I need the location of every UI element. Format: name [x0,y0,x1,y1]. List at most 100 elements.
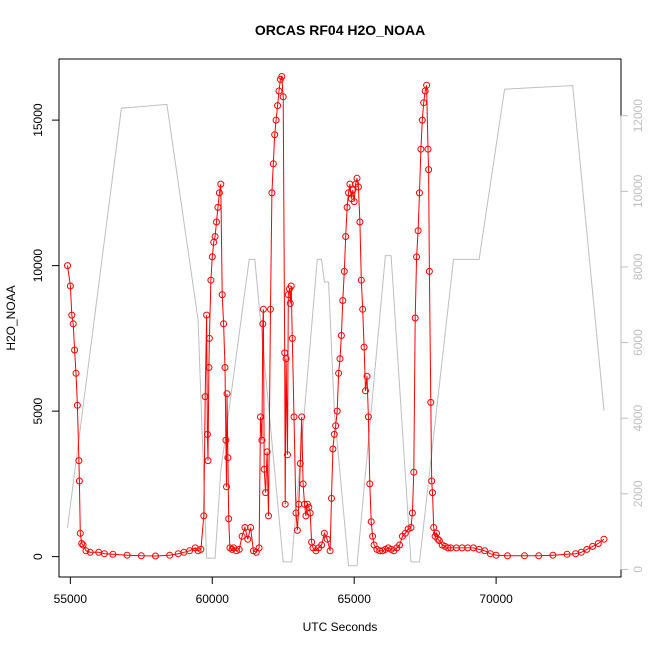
x-tick-label: 70000 [479,592,513,606]
h2o-data-point [306,509,314,517]
h2o-data-point [356,218,364,226]
h2o-data-point [411,314,419,322]
x-tick-label: 65000 [338,592,372,606]
h2o-data-point [64,262,71,270]
y-tick-label: 5000 [31,397,45,424]
h2o-data-point [414,227,422,235]
h2o-data-point [369,532,377,540]
h2o-data-point [76,529,84,537]
h2o-data-point [417,145,425,153]
h2o-data-point [427,398,435,406]
h2o-data-point [260,465,268,473]
y-tick-label: 0 [31,553,45,560]
h2o-data-point [259,320,267,328]
h2o-data-point [205,334,213,342]
h2o-data-point [600,535,608,543]
h2o-data-point [79,541,87,549]
h2o-data-point [275,87,283,95]
altitude-series-line [67,84,605,567]
h2o-data-point [69,320,77,328]
h2o-data-point [353,174,361,182]
h2o-data-point [424,145,432,153]
h2o-data-point [296,460,304,467]
h2o-data-point [367,518,375,526]
h2o-data-point [425,267,433,275]
h2o-data-point [272,116,280,124]
y-tick-label: 15000 [31,103,45,137]
h2o-series-line [67,74,605,557]
h2o-data-point [594,540,602,547]
h2o-data-point [332,422,340,430]
h2o-data-point [217,180,225,188]
h2o-data-point [247,524,255,531]
h2o-data-point [284,451,291,459]
h2o-data-point [329,445,337,453]
chart-title: ORCAS RF04 H2O_NOAA [255,22,425,38]
h2o-data-point [228,545,236,553]
h2o-data-point [492,551,500,559]
h2o-data-point [407,524,415,531]
y2-tick-label: 10000 [631,174,645,208]
h2o-data-point [221,364,229,371]
h2o-data-point [214,203,222,211]
h2o-data-point [166,551,174,559]
h2o-data-point [73,401,81,409]
h2o-data-point [292,509,300,517]
h2o-data-point [152,552,159,560]
h2o-data-point [290,413,298,421]
h2o-data-point [203,311,211,319]
h2o-data-point [75,477,83,485]
h2o-data-point [215,189,223,197]
h2o-data-point [123,551,131,559]
h2o-data-point [293,526,301,534]
h2o-data-point [413,253,421,261]
right-y-axis: 0 2000 4000 6000 8000 10000 12000 [620,99,645,573]
series-layer [64,73,608,567]
h2o-data-point [269,160,277,168]
h2o-data-point [362,387,369,395]
h2o-data-point [418,116,426,124]
h2o-data-point [328,494,335,502]
h2o-data-point [82,547,90,555]
h2o-data-point [208,253,216,261]
h2o-data-point [299,480,307,488]
h2o-data-point [504,552,511,560]
h2o-data-point [350,198,358,206]
h2o-data-point [396,541,404,549]
h2o-data-point [271,131,279,139]
h2o-data-point [535,552,543,560]
h2o-data-point [335,369,343,377]
h2o-data-point [278,73,286,80]
h2o-data-point [408,509,416,517]
y2-tick-label: 12000 [631,99,645,133]
h2o-data-point [339,297,347,304]
h2o-data-point [205,364,213,371]
h2o-data-point [279,93,287,101]
h2o-data-point [203,430,211,438]
h2o-data-point [197,545,205,553]
h2o-data-point [364,413,372,421]
h2o-data-point [211,233,219,240]
h2o-data-point [577,548,585,556]
h2o-data-point [589,542,597,550]
h2o-data-point [342,233,350,240]
h2o-data-point [262,489,270,497]
h2o-data-point [318,541,326,549]
h2o-data-point [220,320,228,328]
h2o-data-point [320,529,328,537]
h2o-data-point [349,186,357,194]
y2-tick-label: 4000 [631,405,645,432]
h2o-data-point [258,436,266,444]
h2o-data-point [354,183,362,191]
h2o-data-point [326,547,334,555]
h2o-data-point [359,305,367,313]
h2o-data-point [244,535,252,543]
h2o-data-point [563,550,571,558]
h2o-data-point [263,448,271,456]
h2o-data-point [200,512,208,520]
h2o-data-point [423,81,431,89]
h2o-data-point [222,436,230,444]
h2o-data-point [416,189,423,197]
y2-tick-label: 6000 [631,329,645,356]
